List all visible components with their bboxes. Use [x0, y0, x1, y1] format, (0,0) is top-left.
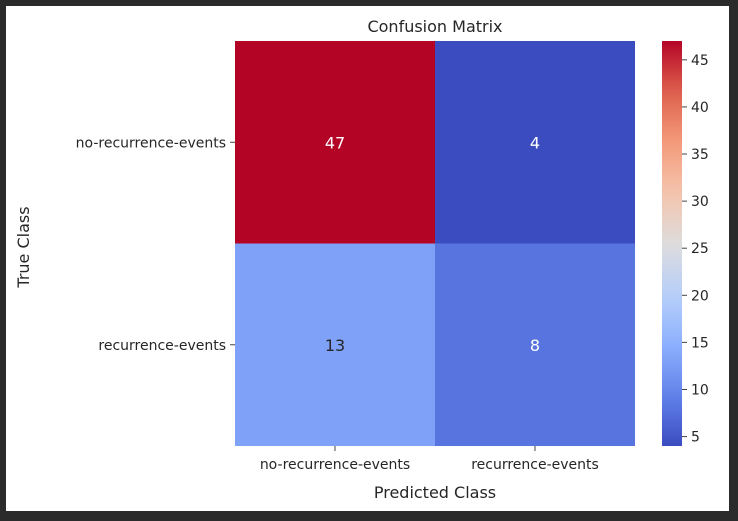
column-tick-label: no-recurrence-events — [260, 457, 410, 473]
row-tick-labels: no-recurrence-events recurrence-events — [76, 135, 235, 354]
column-tick-label: recurrence-events — [471, 457, 599, 473]
heatmap-cell — [235, 243, 435, 446]
cell-annotation: 13 — [325, 336, 345, 355]
cell-annotation: 4 — [530, 133, 540, 152]
colorbar-tick-label: 25 — [691, 241, 709, 257]
colorbar-tick-label: 40 — [691, 100, 709, 116]
colorbar-tick-label: 20 — [691, 288, 709, 304]
column-tick-labels: no-recurrence-events recurrence-events — [260, 446, 599, 473]
colorbar-tick-label: 35 — [691, 147, 709, 163]
heatmap-cell — [235, 41, 435, 244]
colorbar-tick-label: 10 — [691, 382, 709, 398]
cell-annotation: 8 — [530, 336, 540, 355]
confusion-matrix-chart: Confusion Matrix 47 4 13 8 no-recurrence-ev… — [14, 17, 709, 502]
heatmap-cells: 47 4 13 8 — [235, 41, 635, 446]
heatmap-cell — [435, 243, 635, 446]
heatmap-cell — [435, 41, 635, 244]
y-axis-label: True Class — [14, 206, 33, 288]
chart-title: Confusion Matrix — [367, 17, 502, 36]
colorbar-tick-label: 5 — [691, 430, 700, 446]
cell-annotation: 47 — [325, 133, 345, 152]
colorbar-tick-label: 45 — [691, 53, 709, 69]
colorbar — [662, 41, 682, 446]
x-axis-label: Predicted Class — [374, 483, 496, 502]
colorbar-tick-label: 30 — [691, 194, 709, 210]
colorbar-tick-label: 15 — [691, 335, 709, 351]
row-tick-label: no-recurrence-events — [76, 135, 226, 151]
row-tick-label: recurrence-events — [98, 338, 226, 354]
figure-frame: Confusion Matrix 47 4 13 8 no-recurrence-ev… — [6, 6, 729, 511]
colorbar-ticks: 5 10 15 20 25 30 35 40 45 — [682, 53, 709, 446]
